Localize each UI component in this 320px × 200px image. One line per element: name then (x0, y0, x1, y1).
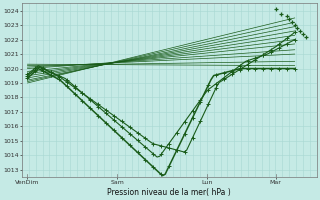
X-axis label: Pression niveau de la mer( hPa ): Pression niveau de la mer( hPa ) (108, 188, 231, 197)
